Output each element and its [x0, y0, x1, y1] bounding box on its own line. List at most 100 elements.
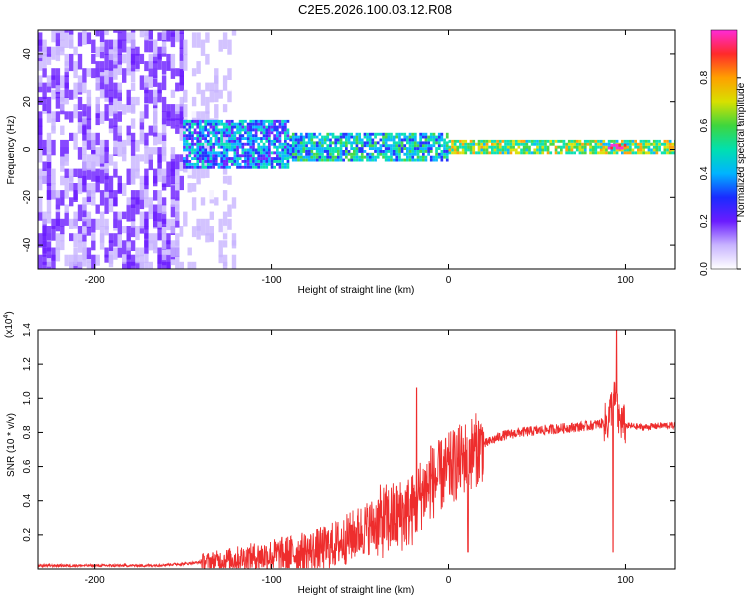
heatmap-cell: [342, 152, 345, 156]
heatmap-cell: [225, 154, 229, 158]
heatmap-cell: [337, 135, 340, 139]
heatmap-cell: [496, 142, 499, 146]
heatmap-cell: [139, 211, 145, 229]
heatmap-cell: [193, 165, 197, 169]
heatmap-cell: [297, 158, 300, 162]
heatmap-cell: [491, 142, 494, 146]
heatmap-cell: [130, 226, 136, 238]
heatmap-cell: [273, 125, 276, 129]
heatmap-cell: [183, 137, 186, 140]
heatmap-cell: [144, 75, 149, 88]
heatmap-cell: [217, 162, 221, 166]
heatmap-cell: [130, 30, 136, 33]
heatmap-cell: [238, 154, 242, 158]
heatmap-cell: [406, 135, 409, 139]
heatmap-cell: [350, 147, 353, 150]
heatmap-cell: [95, 168, 100, 183]
heatmap-cell: [193, 119, 197, 123]
heatmap-cell: [387, 144, 391, 148]
heatmap-cell: [209, 183, 214, 200]
heatmap-cell: [498, 148, 502, 152]
heatmap-cell: [276, 162, 279, 166]
heatmap-cell: [451, 145, 454, 149]
heatmap-cell: [241, 119, 245, 123]
heatmap-cell: [222, 160, 226, 163]
heatmap-cell: [671, 145, 675, 149]
heatmap-cell: [179, 104, 184, 122]
page-title: C2E5.2026.100.03.12.R08: [298, 2, 452, 17]
heatmap-cell: [594, 148, 598, 152]
heatmap-cell: [411, 158, 415, 162]
heatmap-cell: [170, 30, 176, 37]
heatmap-cell: [60, 218, 65, 227]
heatmap-cell: [331, 152, 335, 156]
heatmap-cell: [262, 125, 266, 129]
y-tick-label: 0.4: [22, 493, 33, 507]
heatmap-cell: [427, 141, 430, 145]
heatmap-cell: [228, 139, 231, 143]
heatmap-cell: [241, 125, 245, 129]
heatmap-cell: [432, 158, 436, 162]
heatmap-cell: [594, 139, 598, 143]
heatmap-cell: [227, 218, 232, 230]
heatmap-cell: [546, 139, 550, 143]
heatmap-cell: [249, 160, 253, 163]
heatmap-cell: [350, 132, 353, 136]
heatmap-cell: [236, 151, 239, 155]
heatmap-cell: [599, 148, 603, 152]
heatmap-cell: [483, 145, 486, 149]
heatmap-cell: [307, 152, 311, 156]
heatmap-cell: [666, 148, 669, 152]
heatmap-cell: [284, 165, 287, 169]
heatmap-cell: [161, 233, 167, 250]
heatmap-cell: [238, 162, 242, 166]
heatmap-cell: [214, 151, 218, 155]
heatmap-cell: [307, 147, 311, 150]
heatmap-cell: [249, 128, 253, 132]
heatmap-cell: [557, 151, 560, 155]
heatmap-cell: [570, 151, 574, 155]
heatmap-cell: [419, 138, 422, 142]
heatmap-cell: [583, 139, 587, 143]
heatmap-cell: [82, 218, 87, 227]
heatmap-cell: [411, 147, 415, 150]
heatmap-cell: [153, 132, 158, 146]
heatmap-cell: [175, 204, 180, 221]
heatmap-cell: [432, 132, 436, 136]
heatmap-cell: [228, 148, 231, 152]
heatmap-cell: [135, 197, 140, 215]
heatmap-cell: [671, 151, 675, 155]
heatmap-cell: [464, 145, 468, 149]
heatmap-cell: [451, 139, 454, 143]
heatmap-cell: [371, 147, 375, 150]
heatmap-cell: [284, 139, 287, 143]
heatmap-cell: [419, 144, 422, 148]
heatmap-cell: [262, 154, 266, 158]
heatmap-cell: [183, 139, 186, 143]
heatmap-cell: [209, 137, 213, 140]
heatmap-cell: [38, 111, 43, 127]
heatmap-cell: [257, 137, 261, 140]
heatmap-cell: [46, 53, 52, 65]
heatmap-cell: [339, 158, 343, 162]
heatmap-cell: [276, 139, 279, 143]
heatmap-cell: [408, 138, 412, 142]
heatmap-cell: [445, 132, 449, 136]
heatmap-cell: [157, 147, 162, 163]
heatmap-cell: [326, 158, 330, 162]
heatmap-cell: [196, 139, 200, 143]
heatmap-cell: [42, 82, 47, 99]
heatmap-cell: [244, 165, 247, 169]
heatmap-cell: [260, 162, 263, 166]
heatmap-cell: [517, 139, 521, 143]
heatmap-cell: [64, 30, 69, 33]
heatmap-cell: [337, 147, 340, 150]
heatmap-cell: [451, 148, 454, 152]
heatmap-cell: [315, 152, 319, 156]
heatmap-cell: [422, 152, 425, 156]
heatmap-cell: [270, 162, 274, 166]
heatmap-cell: [390, 158, 393, 162]
heatmap-cell: [38, 32, 43, 46]
heatmap-cell: [265, 157, 269, 160]
heatmap-cell: [148, 30, 153, 40]
